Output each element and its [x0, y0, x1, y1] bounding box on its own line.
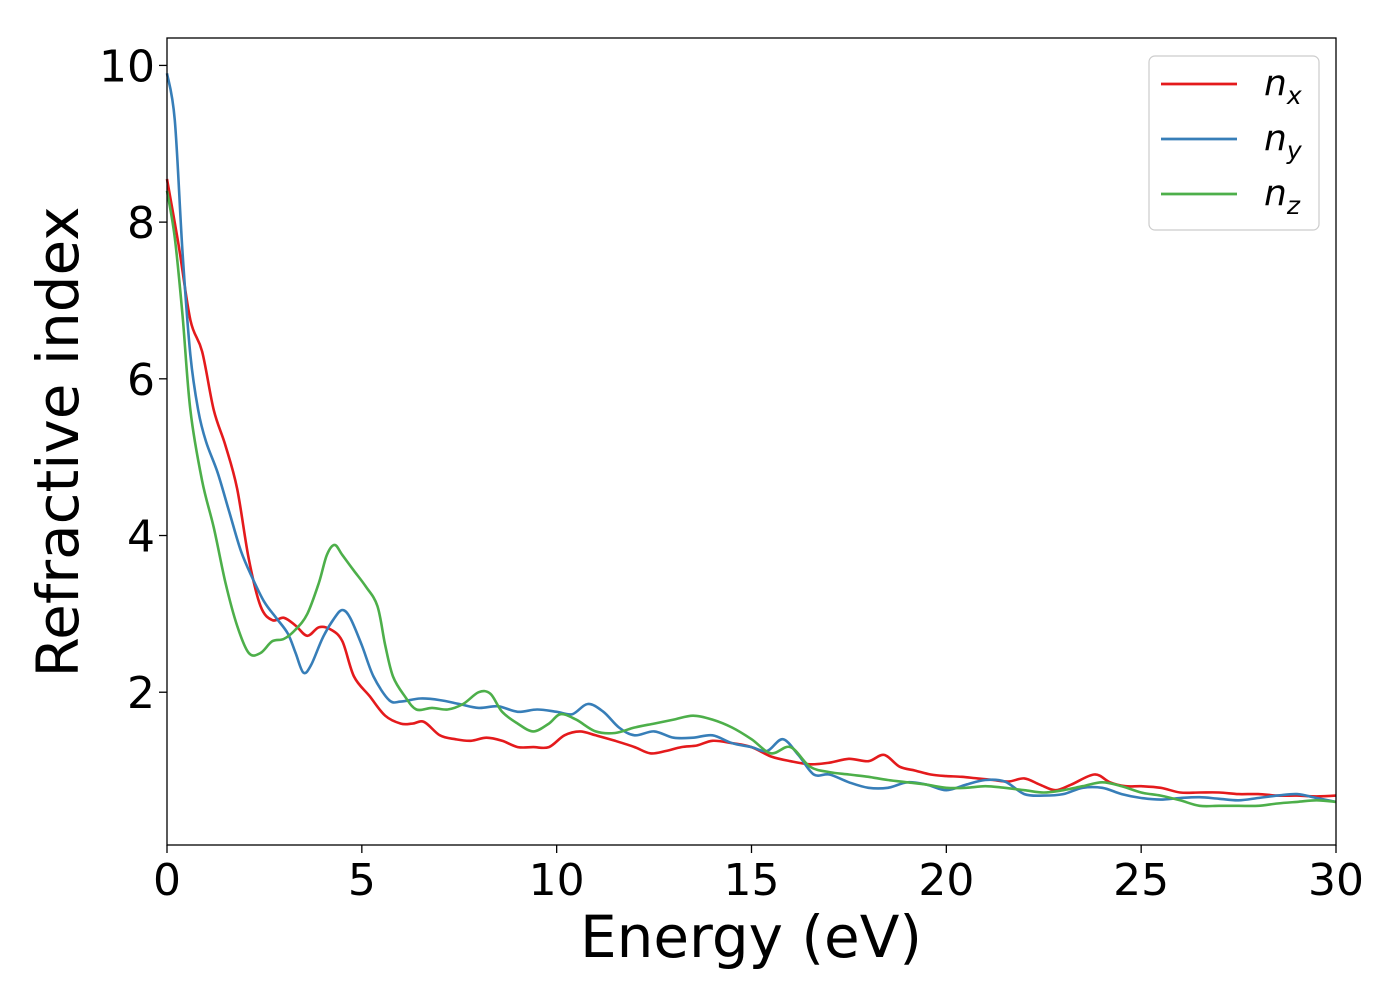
legend-label-nx: nx: [1264, 63, 1302, 110]
x-tick-label: 30: [1308, 855, 1364, 906]
x-tick-label: 25: [1113, 855, 1169, 906]
legend-box: [1148, 55, 1320, 231]
y-tick-label: 8: [127, 198, 155, 249]
series-layer: [165, 73, 1337, 808]
y-tick-label: 2: [127, 668, 155, 719]
x-axis-title: Energy (eV): [580, 903, 922, 971]
x-tick-label: 5: [348, 855, 376, 906]
y-tick-label: 4: [127, 512, 155, 563]
y-axis-title: Refractive index: [24, 206, 92, 677]
legend-label-ny: ny: [1264, 118, 1303, 165]
x-tick-label: 15: [724, 855, 780, 906]
x-tick-label: 10: [529, 855, 585, 906]
series-line-nx: [165, 178, 1337, 798]
x-axis: 0 5 10 15 20 25 30: [153, 845, 1364, 906]
y-axis: 2 4 6 8 10: [99, 41, 167, 719]
legend-label-nz: nz: [1264, 173, 1301, 220]
x-tick-label: 0: [153, 855, 181, 906]
series-line-nz: [165, 190, 1337, 808]
series-line-ny: [165, 73, 1337, 804]
x-tick-label: 20: [918, 855, 974, 906]
legend: nx ny nz: [1148, 55, 1320, 231]
y-tick-label: 10: [99, 41, 155, 92]
y-tick-label: 6: [127, 355, 155, 406]
